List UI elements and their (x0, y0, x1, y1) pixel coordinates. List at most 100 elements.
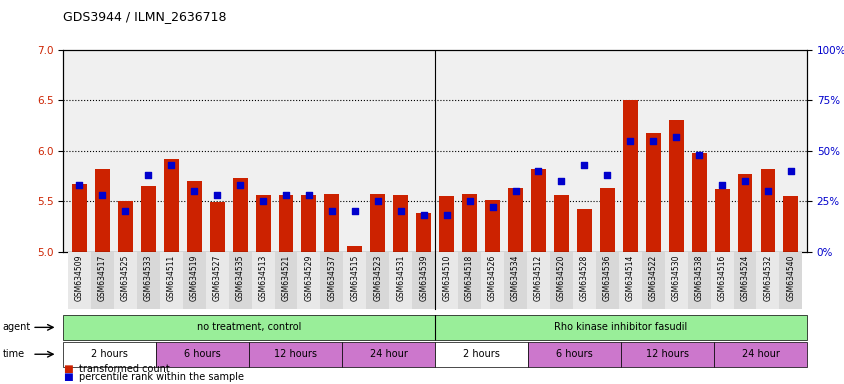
Text: transformed count: transformed count (78, 364, 169, 374)
Bar (645, 132, 660, 252)
Text: time: time (3, 349, 24, 359)
Bar (229, 252, 252, 309)
Bar (462, 194, 477, 252)
Point (531, 168, 544, 174)
Bar (507, 188, 522, 252)
Bar (274, 252, 297, 309)
Bar (714, 189, 728, 252)
Point (668, 134, 682, 140)
Text: GSM634512: GSM634512 (533, 255, 543, 301)
Bar (114, 252, 137, 309)
Text: GSM634529: GSM634529 (304, 255, 313, 301)
Point (302, 192, 316, 198)
Text: 12 hours: 12 hours (274, 349, 316, 359)
Bar (301, 195, 316, 252)
Text: 6 hours: 6 hours (184, 349, 221, 359)
Bar (232, 178, 247, 252)
Bar (595, 252, 618, 309)
Bar (137, 252, 160, 309)
Bar (778, 252, 802, 309)
Bar (480, 252, 503, 309)
Point (165, 162, 178, 168)
Bar (435, 315, 806, 340)
Point (95, 192, 109, 198)
Point (210, 192, 224, 198)
Bar (484, 200, 500, 252)
Text: GSM634509: GSM634509 (75, 255, 84, 301)
Text: agent: agent (3, 322, 30, 333)
Bar (572, 252, 595, 309)
Bar (687, 252, 710, 309)
Bar (320, 252, 343, 309)
Point (393, 208, 407, 214)
Text: GSM634518: GSM634518 (464, 255, 473, 301)
Text: no treatment, control: no treatment, control (197, 322, 301, 333)
Point (738, 178, 751, 184)
Bar (164, 159, 178, 252)
Text: 12 hours: 12 hours (646, 349, 688, 359)
Bar (182, 252, 205, 309)
Bar (554, 195, 568, 252)
Bar (297, 252, 320, 309)
Bar (503, 252, 527, 309)
Bar (205, 252, 229, 309)
Point (577, 162, 591, 168)
Point (256, 198, 269, 204)
Bar (342, 342, 435, 367)
Point (463, 198, 476, 204)
Bar (249, 342, 342, 367)
Bar (63, 342, 156, 367)
Point (416, 212, 430, 218)
Bar (618, 252, 641, 309)
Bar (622, 100, 637, 252)
Text: GSM634513: GSM634513 (258, 255, 268, 301)
Point (485, 204, 499, 210)
Bar (755, 252, 778, 309)
Text: GSM634534: GSM634534 (511, 255, 519, 301)
Point (691, 152, 705, 158)
Point (646, 137, 659, 144)
Text: GSM634539: GSM634539 (419, 255, 428, 301)
Text: GSM634528: GSM634528 (579, 255, 588, 301)
Bar (279, 195, 293, 252)
Point (715, 182, 728, 188)
Bar (95, 169, 110, 252)
Text: GSM634510: GSM634510 (441, 255, 451, 301)
Bar (255, 195, 270, 252)
Text: ■: ■ (63, 364, 73, 374)
Bar (412, 252, 435, 309)
Bar (530, 169, 545, 252)
Bar (366, 252, 389, 309)
Point (187, 188, 201, 194)
Text: GSM634514: GSM634514 (625, 255, 634, 301)
Point (783, 168, 797, 174)
Bar (343, 252, 366, 309)
Bar (63, 315, 435, 340)
Text: GSM634515: GSM634515 (350, 255, 359, 301)
Bar (713, 342, 806, 367)
Bar (187, 181, 202, 252)
Bar (641, 252, 664, 309)
Text: percentile rank within the sample: percentile rank within the sample (78, 372, 243, 382)
Bar (252, 252, 274, 309)
Bar (435, 342, 528, 367)
Point (73, 182, 86, 188)
Text: 24 hour: 24 hour (370, 349, 407, 359)
Text: 24 hour: 24 hour (741, 349, 778, 359)
Bar (72, 184, 87, 252)
Bar (435, 252, 457, 309)
Point (279, 192, 292, 198)
Point (440, 212, 453, 218)
Text: 2 hours: 2 hours (463, 349, 500, 359)
Point (508, 188, 522, 194)
Bar (68, 252, 91, 309)
Bar (668, 121, 683, 252)
Text: GSM634530: GSM634530 (671, 255, 680, 301)
Text: ■: ■ (63, 372, 73, 382)
Text: GSM634516: GSM634516 (717, 255, 726, 301)
Text: GSM634522: GSM634522 (648, 255, 657, 301)
Point (141, 172, 154, 178)
Bar (527, 252, 549, 309)
Bar (389, 252, 412, 309)
Bar (710, 252, 733, 309)
